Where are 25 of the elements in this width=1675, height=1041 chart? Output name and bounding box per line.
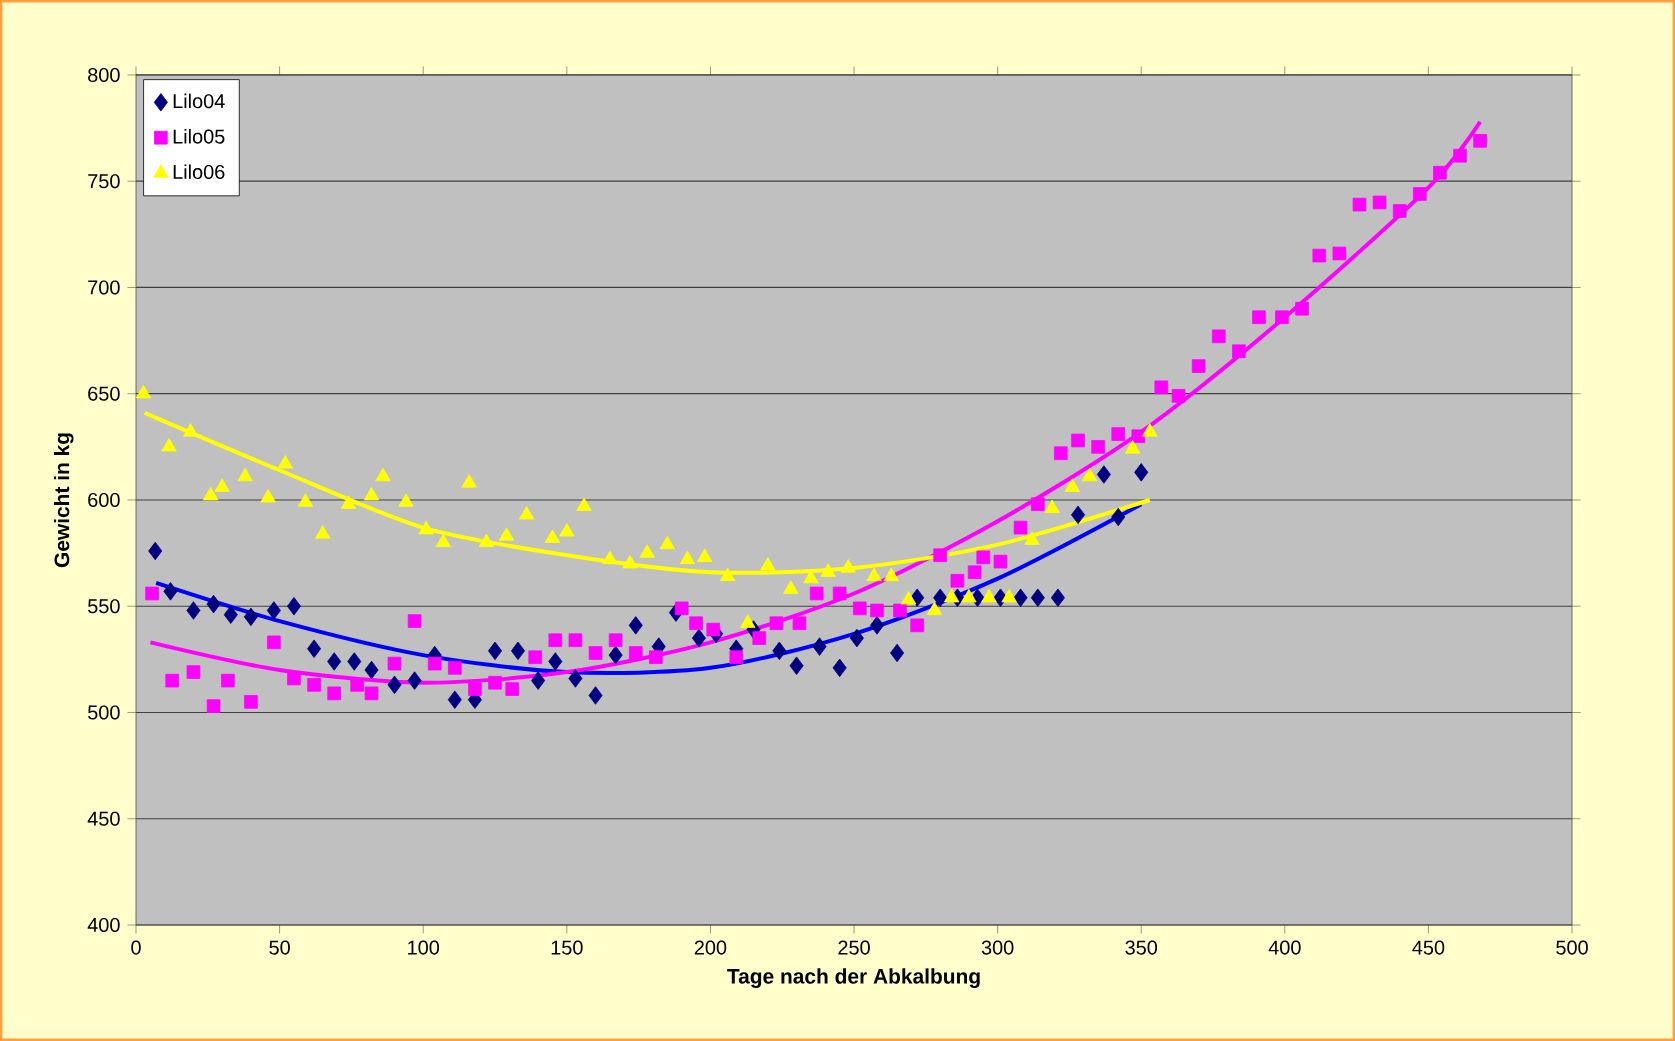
x-tick-label: 0 (131, 940, 141, 955)
y-axis-title: Gewicht in kg (53, 433, 74, 568)
y-tick-label: 400 (87, 917, 120, 933)
y-tick-label: 750 (88, 174, 120, 189)
y-tick-label: 600 (88, 492, 120, 508)
y-tick-label: 800 (88, 67, 120, 83)
legend-label: Lilo04 (173, 93, 225, 109)
legend-label: Lilo05 (173, 129, 225, 144)
y-tick-label: 500 (88, 705, 120, 720)
x-tick-label: 500 (1556, 940, 1588, 955)
legend-label: Lilo06 (173, 164, 225, 180)
x-tick-label: 200 (694, 940, 727, 955)
x-tick-label: 50 (269, 940, 290, 955)
x-axis-title: Tage nach der Abkalbung (727, 968, 980, 988)
x-tick-label: 150 (551, 940, 583, 955)
y-tick-label: 700 (88, 280, 120, 295)
x-tick-label: 250 (838, 940, 870, 955)
y-tick-label: 450 (87, 811, 120, 826)
x-tick-label: 100 (408, 940, 440, 955)
x-tick-label: 450 (1412, 940, 1445, 955)
y-tick-label: 550 (88, 599, 120, 614)
y-tick-label: 650 (88, 386, 120, 401)
x-tick-label: 350 (1125, 940, 1158, 955)
x-tick-label: 300 (981, 940, 1014, 955)
x-tick-label: 400 (1268, 940, 1301, 955)
